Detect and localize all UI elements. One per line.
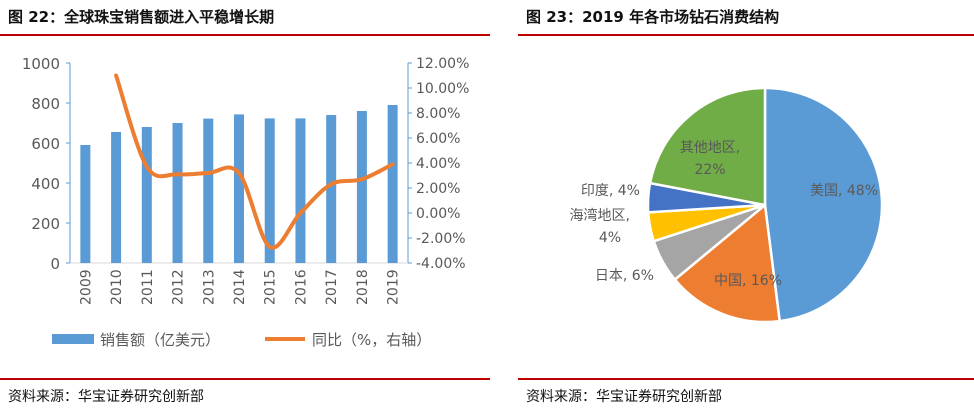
- pie-slice: [673, 202, 782, 324]
- bar-2011: [141, 127, 152, 263]
- y2-tick-label: -2.00%: [416, 231, 466, 247]
- pie-label: 日本, 6%: [595, 268, 654, 284]
- bar-2015: [264, 118, 275, 264]
- pie-slice: [648, 86, 767, 207]
- left-bottom-rule: [0, 378, 490, 380]
- x-tick-label: 2016: [293, 269, 309, 305]
- x-tick-label: 2017: [324, 269, 340, 305]
- pie-label-value: 4%: [599, 230, 621, 246]
- y2-tick-label: 10.00%: [416, 81, 469, 97]
- x-tick-label: 2015: [263, 269, 279, 305]
- x-tick-label: 2012: [171, 269, 187, 305]
- bar-2017: [326, 115, 337, 263]
- y2-tick-label: 0.00%: [416, 206, 460, 222]
- legend-bar-swatch: [52, 334, 94, 344]
- bar-2019: [387, 105, 398, 263]
- pie-label: 海湾地区,: [570, 207, 630, 224]
- sales-combo-chart: 0 200 400 600 800 1000 -4.00% -2.00% 0.00% 2.00% 4…: [22, 55, 470, 349]
- pie-slice: [763, 86, 884, 323]
- pie-label: 其他地区,: [680, 140, 740, 156]
- bar-2010: [111, 132, 122, 263]
- pie-label: 印度, 4%: [581, 183, 640, 199]
- right-source: 资料来源：华宝证券研究创新部: [526, 389, 722, 405]
- x-tick-label: 2013: [201, 269, 217, 305]
- bar-2016: [295, 118, 306, 264]
- x-tick-label: 2018: [355, 269, 371, 305]
- bar-2018: [356, 111, 367, 263]
- left-title-rule: [0, 34, 490, 36]
- right-bottom-rule: [518, 378, 974, 380]
- y-tick-label: 600: [31, 135, 60, 153]
- y-tick-label: 1000: [22, 55, 60, 73]
- bar-2009: [80, 145, 91, 263]
- legend-bar-label: 销售额（亿美元）: [100, 331, 220, 349]
- x-tick-label: 2010: [109, 269, 125, 305]
- x-tick-label: 2019: [386, 269, 402, 305]
- y-tick-label: 800: [31, 95, 60, 113]
- legend-line-label: 同比（%，右轴）: [312, 331, 431, 349]
- diamond-consumption-pie: 美国, 48% 中国, 16% 日本, 6% 海湾地区, 4% 印度, 4% 其他地区, 22…: [570, 86, 884, 324]
- bar-2014: [234, 114, 244, 264]
- left-chart-title: 图 22：全球珠宝销售额进入平稳增长期: [8, 8, 275, 26]
- y-tick-label: 400: [31, 175, 60, 193]
- bar-2012: [172, 123, 183, 263]
- y2-tick-label: 8.00%: [416, 106, 460, 122]
- y2-tick-label: 4.00%: [416, 156, 460, 172]
- y2-tick-label: -4.00%: [416, 256, 466, 272]
- x-tick-label: 2011: [140, 269, 156, 305]
- y2-tick-label: 2.00%: [416, 181, 460, 197]
- pie-label: 中国, 16%: [714, 273, 782, 289]
- y2-tick-label: 6.00%: [416, 131, 460, 147]
- right-title-rule: [518, 34, 974, 36]
- y2-tick-label: 12.00%: [416, 56, 469, 72]
- pie-label-value: 22%: [694, 162, 725, 178]
- y-tick-label: 200: [31, 215, 60, 233]
- y-tick-label: 0: [50, 255, 60, 273]
- right-chart-title: 图 23：2019 年各市场钻石消费结构: [526, 8, 780, 26]
- bar-2013: [203, 118, 214, 263]
- growth-line: [114, 73, 395, 250]
- left-source: 资料来源：华宝证券研究创新部: [8, 389, 204, 405]
- x-tick-label: 2009: [78, 269, 94, 305]
- pie-label: 美国, 48%: [810, 183, 878, 199]
- x-tick-label: 2014: [232, 269, 248, 305]
